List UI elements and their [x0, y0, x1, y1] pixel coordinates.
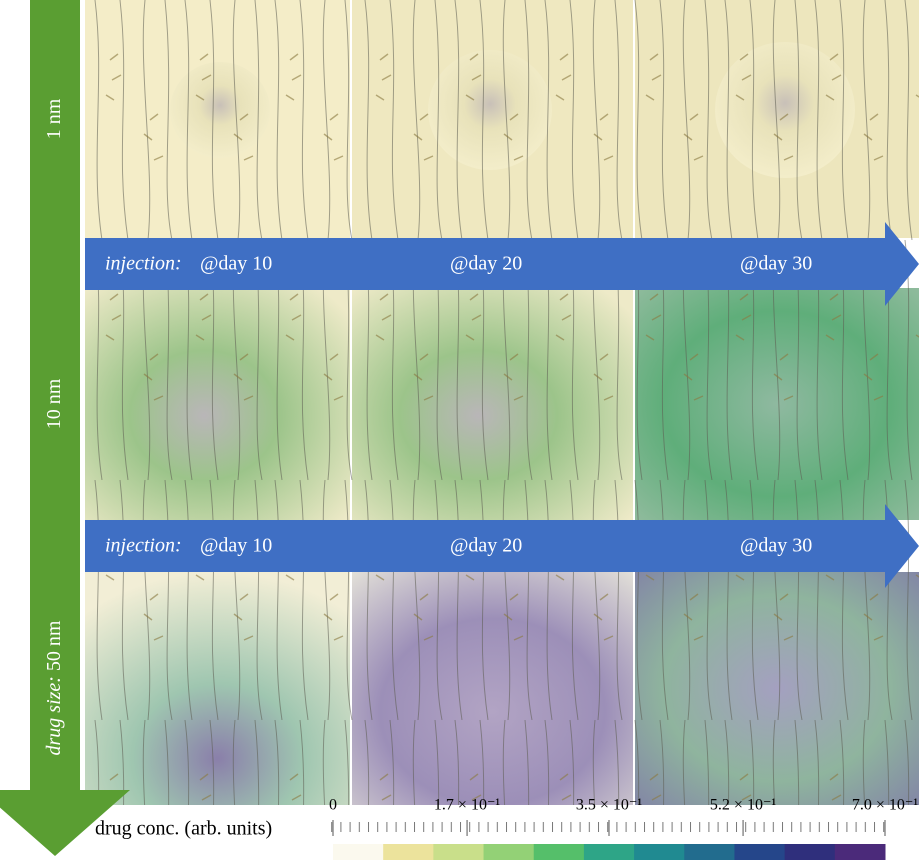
colorbar-tick-label: 0: [329, 797, 337, 814]
colorbar-segment: [533, 844, 585, 860]
row-label-size: 10 nm: [43, 378, 65, 429]
time-arrow: [85, 222, 919, 306]
row-label: 1 nm: [43, 98, 65, 139]
colorbar-tick-label: 3.5 × 10⁻¹: [576, 797, 642, 814]
row-label: drug size: 50 nm: [43, 620, 65, 755]
row-labels: 1 nm 10 nm drug size: 50 nm: [43, 98, 65, 755]
day-label: @day 10: [200, 253, 272, 275]
colorbar: drug conc. (arb. units) 0 1.7 × 10⁻¹ 3.5 ×…: [95, 797, 918, 860]
colorbar-tick-label: 1.7 × 10⁻¹: [434, 797, 500, 814]
day-label: @day 30: [740, 535, 812, 557]
colorbar-segment: [634, 844, 685, 860]
time-arrow: [85, 504, 919, 588]
row-label-size: 50 nm: [43, 620, 65, 671]
colorbar-minor-ticks: [330, 822, 886, 832]
row-label-size: 1 nm: [43, 98, 65, 139]
size-arrow: [0, 0, 130, 856]
colorbar-segment: [684, 844, 735, 860]
fibers: [85, 0, 919, 805]
colorbar-segment: [784, 844, 836, 860]
day-label: @day 10: [200, 535, 272, 557]
colorbar-segment: [333, 844, 384, 860]
colorbar-tick-label: 7.0 × 10⁻¹: [852, 797, 918, 814]
panels: [85, 0, 919, 805]
arrow-labels: injection: @day 10 @day 20 @day 30 injection…: [105, 253, 812, 557]
colorbar-segment: [483, 844, 535, 860]
day-label: @day 20: [450, 253, 522, 275]
colorbar-label: drug conc. (arb. units): [95, 818, 272, 840]
row-label: 10 nm: [43, 378, 65, 429]
injection-label: injection:: [105, 253, 182, 275]
colorbar-segment: [583, 844, 635, 860]
colorbar-segment: [433, 844, 485, 860]
colorbar-segment: [383, 844, 434, 860]
day-label: @day 30: [740, 253, 812, 275]
row-label-prefix: drug size:: [43, 676, 65, 755]
colorbar-segment: [734, 844, 786, 860]
colorbar-segment: [834, 844, 886, 860]
colorbar-tick-label: 5.2 × 10⁻¹: [710, 797, 776, 814]
day-label: @day 20: [450, 535, 522, 557]
injection-label: injection:: [105, 535, 182, 557]
